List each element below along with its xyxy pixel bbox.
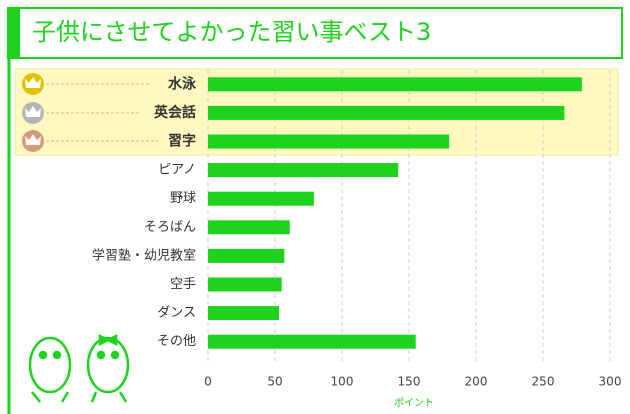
bar bbox=[208, 278, 282, 292]
chart-title: 子供にさせてよかった習い事ベスト3 bbox=[32, 18, 431, 46]
y-tick-label: 空手 bbox=[170, 277, 196, 292]
title-accent bbox=[8, 8, 20, 58]
bar bbox=[208, 77, 582, 91]
x-axis-label: ポイント bbox=[394, 397, 434, 409]
bar bbox=[208, 135, 449, 149]
y-tick-label: 英会話 bbox=[153, 104, 196, 121]
y-tick-label: 水泳 bbox=[168, 75, 197, 92]
bar bbox=[208, 163, 398, 177]
chart: 子供にさせてよかった習い事ベスト3 0 50 100 150 200 250 300 ポイント… bbox=[0, 0, 630, 414]
bar bbox=[208, 220, 290, 234]
x-tick-label: 50 bbox=[267, 375, 282, 389]
y-tick-label: 学習塾・幼児教室 bbox=[92, 247, 196, 263]
x-tick-label: 0 bbox=[204, 375, 212, 389]
bar bbox=[208, 335, 416, 349]
y-tick-label: そろばん bbox=[144, 220, 196, 235]
x-tick-label: 250 bbox=[532, 375, 555, 389]
y-tick-label: 野球 bbox=[170, 191, 196, 206]
x-tick-label: 300 bbox=[599, 375, 622, 389]
bar bbox=[208, 106, 564, 120]
y-tick-label: ピアノ bbox=[158, 163, 196, 178]
y-tick-label: その他 bbox=[157, 334, 196, 349]
y-tick-label: ダンス bbox=[157, 306, 196, 321]
x-tick-label: 150 bbox=[398, 375, 421, 389]
bar bbox=[208, 306, 279, 320]
bar bbox=[208, 192, 314, 206]
y-tick-label: 習字 bbox=[168, 133, 196, 150]
mascots bbox=[30, 336, 128, 402]
x-tick-label: 100 bbox=[331, 375, 354, 389]
bar bbox=[208, 249, 284, 263]
x-tick-label: 200 bbox=[465, 375, 488, 389]
